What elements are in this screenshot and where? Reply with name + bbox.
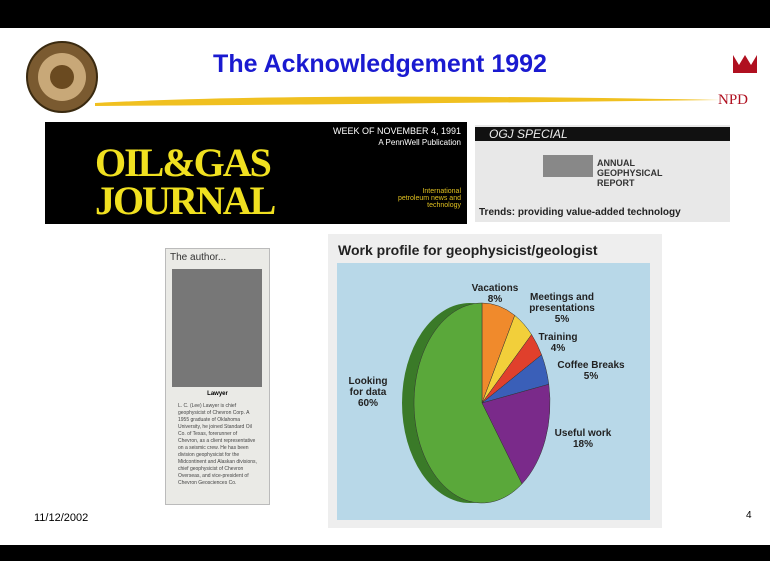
slice-name: Vacations: [470, 283, 520, 294]
page-number: 4: [746, 510, 752, 521]
slice-value: 8%: [470, 294, 520, 305]
pie-chart: [0, 0, 770, 561]
slice-value: 5%: [551, 371, 631, 382]
slice-name: Meetings and presentations: [522, 292, 602, 314]
slice-value: 5%: [522, 314, 602, 325]
slice-value: 4%: [533, 343, 583, 354]
slice-name: Training: [533, 332, 583, 343]
date: 11/12/2002: [34, 512, 88, 524]
slice-name: Looking for data: [343, 376, 393, 398]
slice-name: Coffee Breaks: [551, 360, 631, 371]
slice-value: 60%: [343, 398, 393, 409]
slice-value: 18%: [548, 439, 618, 450]
slide: The Acknowledgement 1992 NPD OIL&GAS JOU…: [0, 0, 770, 561]
slice-name: Useful work: [548, 428, 618, 439]
